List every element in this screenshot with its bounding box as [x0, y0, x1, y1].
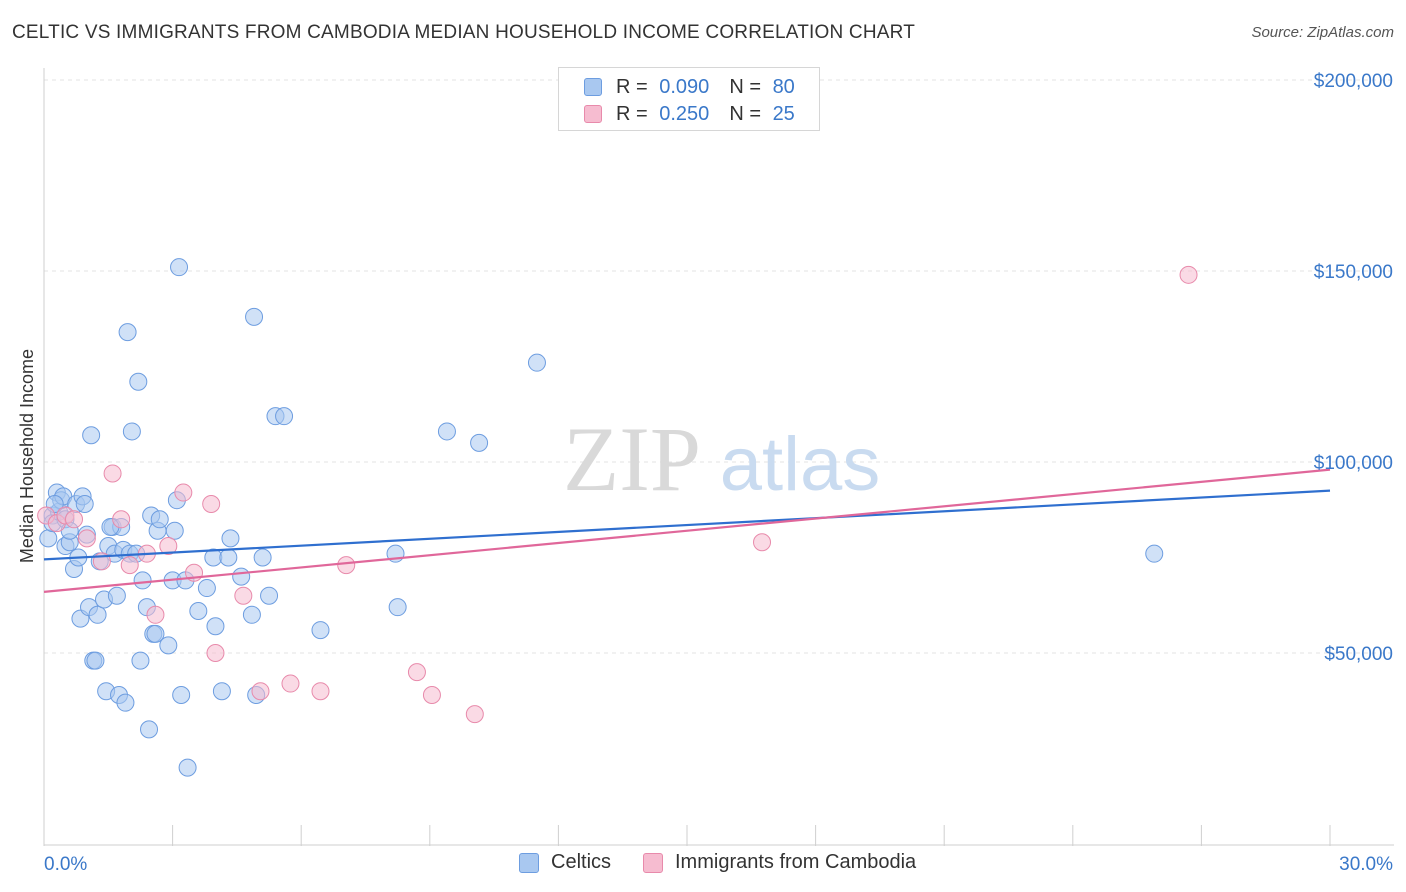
scatter-points: [37, 258, 1198, 777]
cambodia-point: [77, 529, 96, 548]
cambodia-point: [112, 510, 131, 529]
tick-labels: $50,000 $100,000 $150,000 $200,000 0.0% 30.0%…: [17, 71, 1393, 875]
celtics-point: [118, 323, 137, 342]
celtics-point: [197, 579, 216, 598]
n-value: 25: [772, 102, 795, 125]
legend-row-cambodia: R = 0.250 N = 25: [584, 101, 795, 127]
cambodia-point: [174, 483, 193, 502]
legend-row-celtics: R = 0.090 N = 80: [584, 74, 795, 100]
celtics-point: [437, 422, 456, 441]
series-legend: Celtics Immigrants from Cambodia: [0, 851, 1406, 877]
celtics-point: [140, 720, 159, 739]
celtics-point: [172, 686, 191, 705]
cambodia-point: [65, 510, 84, 529]
celtics-point: [165, 521, 184, 540]
gridlines: [44, 79, 1394, 654]
watermark-atlas: atlas: [720, 422, 881, 507]
cambodia-point: [103, 464, 122, 483]
chart-title: CELTIC VS IMMIGRANTS FROM CAMBODIA MEDIA…: [12, 22, 916, 43]
stats-legend: R = 0.090 N = 80 R = 0.250 N = 25: [558, 67, 820, 131]
legend-label: Celtics: [551, 851, 612, 873]
legend-label: Immigrants from Cambodia: [675, 851, 917, 873]
cambodia-point: [234, 586, 253, 605]
x-tick-label: 0.0%: [44, 854, 87, 875]
x-tick-label: 30.0%: [1339, 854, 1393, 875]
legend-item-cambodia[interactable]: Immigrants from Cambodia: [643, 851, 916, 874]
celtics-point: [232, 567, 251, 586]
celtics-trend-line: [43, 489, 1331, 561]
y-tick-label: $50,000: [1324, 644, 1393, 665]
celtics-point: [178, 758, 197, 777]
y-axis-label: Median Household Income: [17, 349, 37, 563]
r-value: 0.090: [659, 75, 710, 98]
cambodia-point: [311, 682, 330, 701]
celtics-point: [253, 548, 272, 567]
celtics-point: [146, 624, 165, 643]
legend-item-celtics[interactable]: Celtics: [519, 851, 611, 874]
celtics-point: [129, 372, 148, 391]
celtics-point: [150, 510, 169, 529]
celtics-point: [388, 598, 407, 617]
celtics-point: [311, 621, 330, 640]
celtics-swatch: [519, 852, 539, 873]
cambodia-point: [206, 644, 225, 662]
cambodia-point: [407, 663, 426, 682]
y-tick-label: $100,000: [1314, 453, 1393, 474]
r-value: 0.250: [659, 102, 710, 125]
n-value: 80: [772, 75, 795, 98]
celtics-point: [219, 548, 238, 567]
axes: [43, 68, 1394, 846]
y-tick-label: $150,000: [1314, 262, 1393, 283]
celtics-point: [212, 682, 231, 701]
celtics-point: [116, 693, 135, 712]
celtics-point: [107, 586, 126, 605]
celtics-point: [221, 529, 240, 548]
cambodia-swatch: [643, 852, 663, 873]
cambodia-point: [465, 705, 484, 724]
cambodia-point: [1179, 265, 1198, 284]
n-label: N =: [729, 102, 767, 125]
cambodia-point: [422, 686, 441, 705]
cambodia-swatch: [584, 105, 602, 123]
celtics-point: [470, 433, 489, 452]
celtics-point: [242, 605, 261, 624]
r-label: R =: [616, 75, 654, 98]
watermark: ZIP atlas: [563, 408, 880, 510]
celtics-point: [86, 651, 105, 670]
celtics-point: [159, 636, 178, 655]
celtics-point: [82, 426, 101, 445]
cambodia-point: [120, 556, 139, 575]
y-tick-label: $200,000: [1314, 71, 1393, 92]
celtics-point: [245, 307, 264, 326]
cambodia-point: [753, 533, 772, 552]
cambodia-point: [281, 674, 300, 693]
cambodia-point: [159, 537, 178, 556]
cambodia-point: [337, 556, 356, 575]
celtics-point: [260, 586, 279, 605]
celtics-point: [133, 571, 152, 590]
n-label: N =: [729, 75, 767, 98]
celtics-point: [189, 601, 208, 620]
celtics-point: [206, 617, 225, 636]
celtics-point: [275, 407, 294, 426]
source-label: Source: ZipAtlas.com: [1251, 24, 1394, 41]
celtics-point: [39, 529, 58, 548]
cambodia-trend-line: [43, 468, 1331, 593]
cambodia-point: [251, 682, 270, 701]
celtics-swatch: [584, 78, 602, 96]
cambodia-point: [202, 495, 221, 514]
cambodia-point: [146, 605, 165, 624]
r-label: R =: [616, 102, 654, 125]
celtics-point: [1145, 544, 1164, 563]
celtics-point: [75, 495, 94, 514]
celtics-point: [88, 605, 107, 624]
celtics-point: [170, 258, 189, 277]
trend-lines: [43, 468, 1331, 593]
celtics-point: [527, 353, 546, 372]
celtics-point: [131, 651, 150, 670]
celtics-point: [122, 422, 141, 441]
watermark-zip: ZIP: [563, 408, 701, 510]
